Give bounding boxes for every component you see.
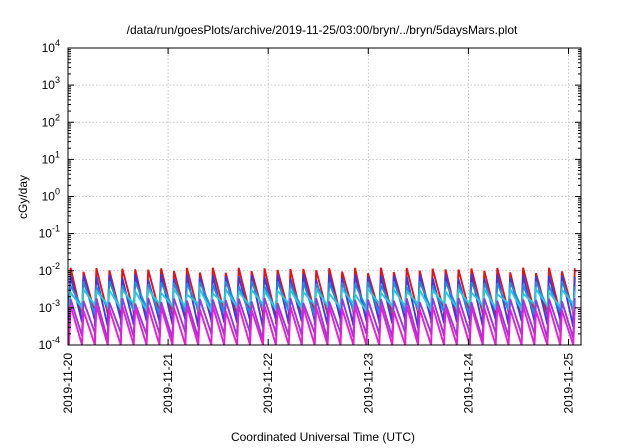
chart-title: /data/run/goesPlots/archive/2019-11-25/0… [127,23,518,37]
x-axis-ticks: 2019-11-20 2019-11-21 2019-11-22 2019-11-23… [61,48,575,414]
y-tick-exponent: -2 [52,261,60,271]
series-line-4 [68,285,576,315]
grid-lines [68,48,581,345]
y-tick-label: 101 [42,149,60,166]
x-axis-label: Coordinated Universal Time (UTC) [231,430,415,444]
y-tick-exponent: -1 [52,224,60,234]
y-tick-exponent: 3 [55,75,60,85]
y-tick-exponent: 1 [55,149,60,159]
y-tick-label: 10-4 [39,335,60,352]
y-tick-label: 10-2 [39,261,60,278]
x-tick-label: 2019-11-21 [161,353,175,414]
x-tick-label: 2019-11-25 [561,353,575,414]
y-axis-label: cGy/day [16,175,30,219]
y-tick-exponent: 4 [55,38,60,48]
series-line-6 [68,305,576,346]
y-tick-label: 10-1 [39,224,60,241]
x-tick-label: 2019-11-22 [261,353,275,414]
y-tick-exponent: -3 [52,298,60,308]
y-tick-label: 103 [42,75,60,92]
y-tick-label: 100 [42,187,60,204]
x-tick-label: 2019-11-24 [461,353,475,414]
x-tick-label: 2019-11-23 [361,353,375,414]
y-tick-exponent: -4 [52,335,60,345]
y-tick-exponent: 0 [55,187,60,197]
series-group [68,267,576,346]
y-tick-label: 102 [42,112,60,129]
x-tick-label: 2019-11-20 [61,353,75,414]
y-tick-exponent: 2 [55,112,60,122]
y-tick-label: 10-3 [39,298,60,315]
y-tick-label: 104 [42,38,60,55]
